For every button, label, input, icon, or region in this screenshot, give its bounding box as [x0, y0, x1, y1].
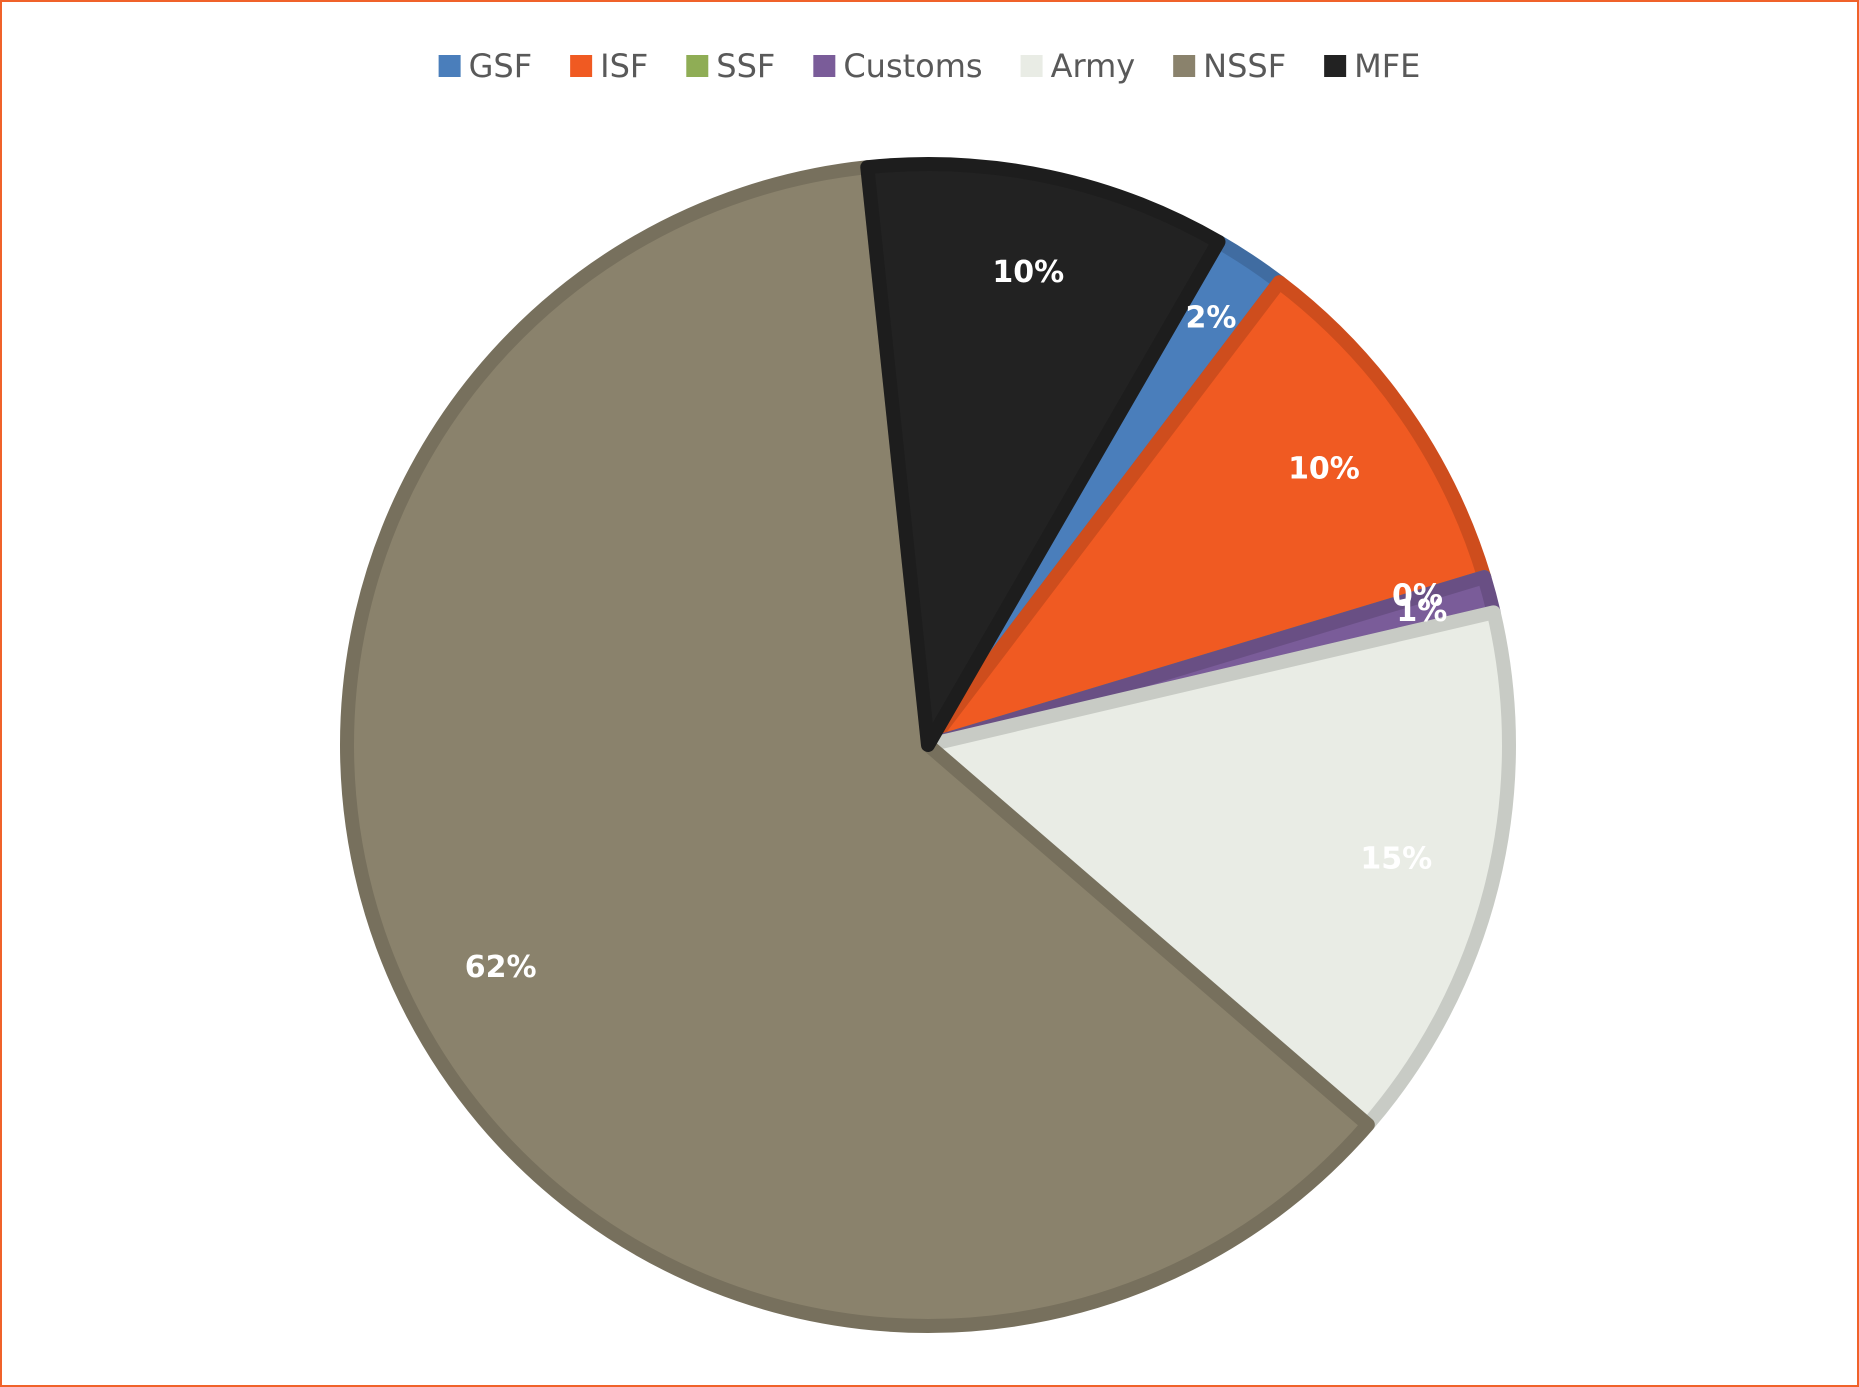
legend-swatch [1324, 55, 1347, 77]
legend-label: Army [1051, 47, 1136, 85]
data-label: 62% [465, 950, 537, 985]
pie-slice [860, 157, 1226, 752]
pie-slice [921, 605, 1516, 1132]
data-label: 15% [1360, 842, 1432, 877]
data-label: 0% [1392, 579, 1443, 614]
legend: GSF ISF SSF Customs Army NSSF MFE [438, 47, 1420, 85]
legend-label: SSF [716, 47, 775, 85]
data-label: 10% [1288, 451, 1360, 486]
data-label: 1% [1396, 594, 1447, 629]
legend-label: GSF [469, 47, 533, 85]
legend-label: ISF [600, 47, 648, 85]
data-label: 10% [992, 255, 1064, 290]
legend-label: NSSF [1203, 47, 1286, 85]
pie-slice [921, 275, 1492, 752]
legend-swatch [438, 55, 461, 77]
data-label: 2% [1185, 301, 1236, 336]
legend-label: Customs [843, 47, 982, 85]
pie-slice [340, 160, 1375, 1333]
legend-swatch [813, 55, 836, 77]
legend-swatch [1173, 55, 1196, 77]
legend-swatch [686, 55, 709, 77]
legend-label: MFE [1354, 47, 1420, 85]
legend-swatch [1020, 55, 1043, 77]
legend-swatch [570, 55, 593, 77]
